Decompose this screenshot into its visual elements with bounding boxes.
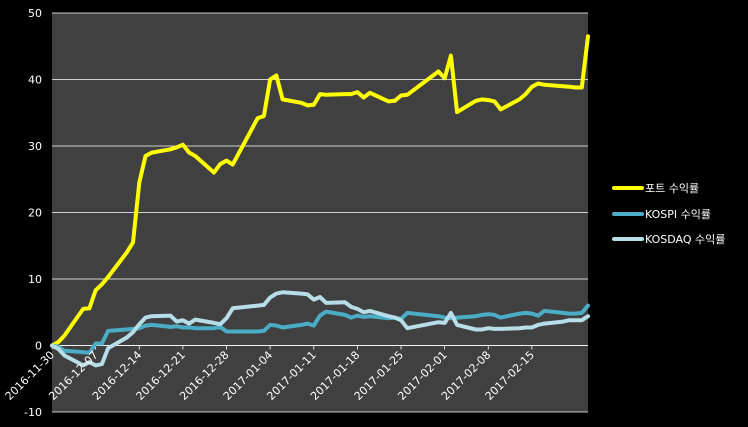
series-line-2 [50, 290, 590, 368]
y-tick-label: 10 [28, 273, 42, 286]
gridlines [51, 12, 588, 413]
y-axis-tick-labels: -10 0 10 20 30 40 50 [24, 7, 42, 419]
legend: 포트 수익률 KOSPI 수익률 KOSDAQ 수익률 [612, 182, 725, 246]
y-tick-label: 50 [28, 7, 42, 20]
y-tick-label: 20 [28, 207, 42, 220]
legend-label-2: KOSDAQ 수익률 [645, 233, 725, 246]
series-lines [50, 34, 590, 368]
legend-label-0: 포트 수익률 [645, 182, 699, 195]
y-tick-label: 0 [35, 340, 42, 353]
y-tick-label: -10 [24, 406, 42, 419]
legend-label-1: KOSPI 수익률 [645, 208, 711, 221]
y-tick-label: 40 [28, 74, 42, 87]
y-tick-label: 30 [28, 140, 42, 153]
series-line-0 [50, 34, 590, 348]
